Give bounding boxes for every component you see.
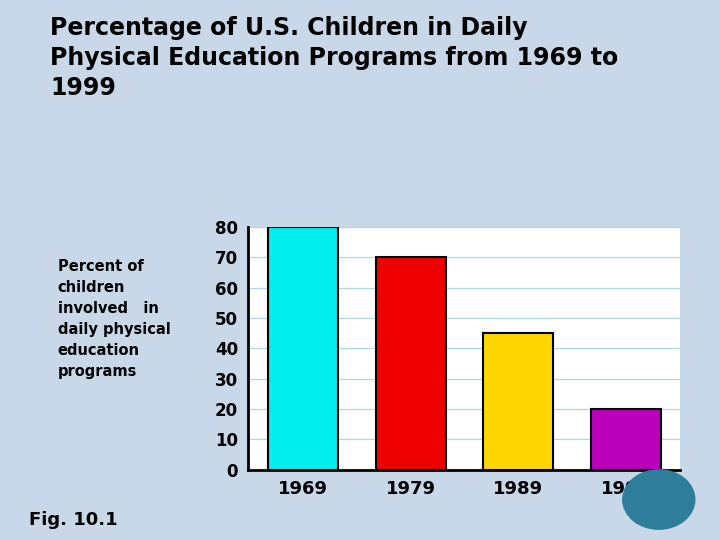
Text: Percentage of U.S. Children in Daily
Physical Education Programs from 1969 to
19: Percentage of U.S. Children in Daily Phy… (50, 16, 618, 99)
Bar (483, 333, 553, 470)
Bar (268, 227, 338, 470)
Text: Percent of
children
involved   in
daily physical
education
programs: Percent of children involved in daily ph… (58, 259, 171, 379)
Bar (591, 409, 661, 470)
Text: Fig. 10.1: Fig. 10.1 (29, 511, 117, 529)
Bar (376, 257, 446, 470)
